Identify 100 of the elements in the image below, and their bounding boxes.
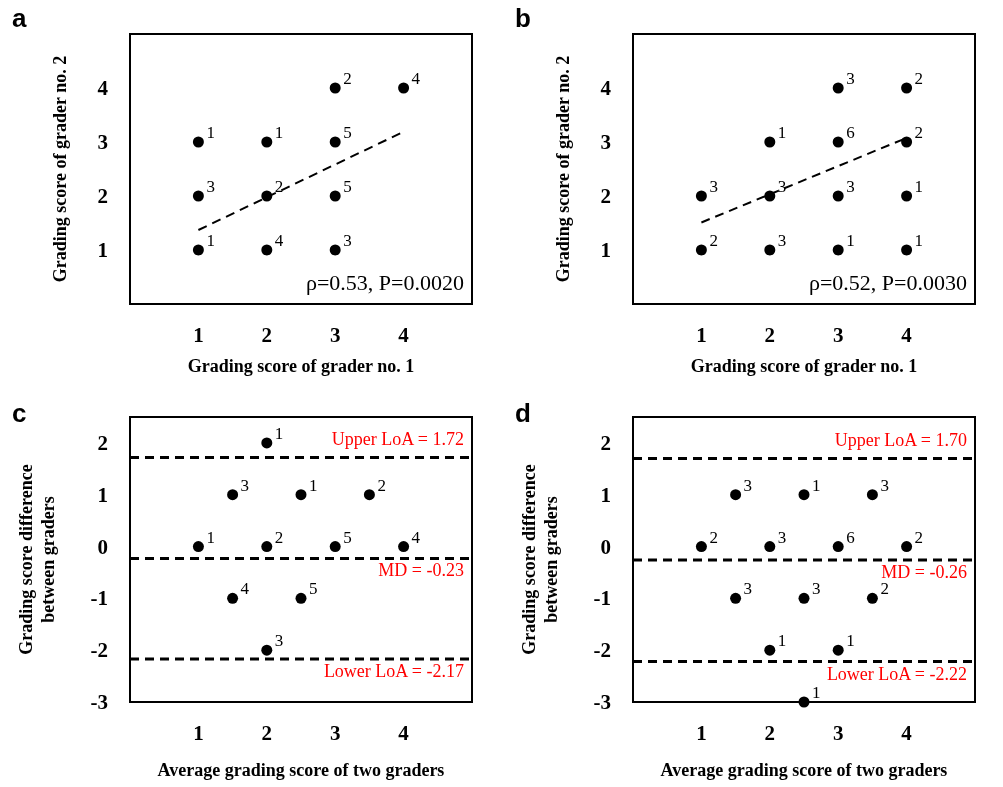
point: [329, 541, 341, 553]
point: [832, 244, 844, 256]
point: [798, 592, 810, 604]
y-tick-label: -3: [90, 690, 108, 714]
point: [695, 541, 707, 553]
annotation: 1: [309, 475, 318, 495]
x-tick-label: 3: [329, 721, 341, 745]
annotation: 2: [709, 527, 718, 547]
annotation: 2: [343, 69, 352, 88]
annotation: 3: [343, 231, 352, 250]
point: [901, 244, 913, 256]
annotation: 3: [240, 475, 250, 495]
x-tick-label: 2: [261, 323, 273, 347]
point: [798, 696, 810, 708]
y-tick-label: -1: [593, 586, 611, 611]
annotation: 3: [812, 579, 821, 599]
y-tick-label: 4: [97, 76, 109, 100]
annotation: 1: [777, 631, 787, 651]
annotation: 3: [777, 177, 787, 196]
annotation: 1: [812, 475, 821, 495]
annotation: ρ=0.53, P=0.0020: [305, 270, 464, 295]
x-tick-label: 2: [261, 721, 273, 745]
y-tick-label: 3: [97, 130, 108, 154]
annotation: 1: [914, 231, 924, 250]
point: [866, 489, 878, 501]
point: [832, 82, 844, 94]
point: [901, 541, 913, 553]
annotation: 1: [812, 683, 821, 702]
x-tick-label: 3: [329, 323, 341, 347]
y-axis-title: Grading score difference between graders: [16, 464, 58, 655]
point: [901, 136, 913, 148]
point: [227, 489, 239, 501]
y-tick-label: 1: [97, 482, 108, 507]
point: [261, 644, 273, 656]
annotation: 2: [914, 527, 924, 547]
x-tick-label: 4: [901, 721, 913, 745]
y-tick-label: 1: [600, 238, 611, 262]
ref-line-label: Upper LoA = 1.70: [834, 430, 967, 451]
annotation: 3: [709, 177, 718, 196]
y-tick-label: 0: [97, 534, 108, 559]
point: [398, 541, 410, 553]
annotation: 1: [206, 231, 215, 250]
y-axis-title: Grading score of grader no. 2: [553, 55, 573, 283]
point: [764, 541, 776, 553]
point: [192, 136, 204, 148]
x-axis-title: Average grading score of two graders: [660, 760, 948, 780]
annotation: 3: [743, 475, 753, 495]
annotation: 2: [709, 231, 718, 250]
x-tick-label: 1: [696, 323, 707, 347]
annotation: 1: [274, 123, 284, 142]
annotation: 1: [206, 527, 215, 547]
point: [695, 190, 707, 202]
x-tick-label: 3: [832, 323, 844, 347]
annotation: 2: [274, 527, 284, 547]
point: [832, 190, 844, 202]
y-tick-label: 0: [600, 534, 611, 559]
annotation: 3: [206, 177, 215, 196]
annotation: 1: [206, 123, 215, 142]
annotation: 2: [377, 475, 386, 495]
x-tick-label: 1: [193, 721, 204, 745]
ref-line-label: Lower LoA = -2.17: [323, 660, 464, 681]
annotation: 5: [343, 177, 352, 196]
point: [798, 489, 810, 501]
annotation: 4: [240, 579, 250, 599]
ref-line-label: Upper LoA = 1.72: [331, 429, 464, 450]
annotation: 6: [846, 527, 855, 547]
y-axis-title: Grading score of grader no. 2: [50, 55, 70, 283]
point: [764, 244, 776, 256]
x-axis-title: Average grading score of two graders: [157, 760, 445, 780]
point: [764, 644, 776, 656]
annotation: 2: [914, 69, 924, 88]
annotation: 4: [274, 231, 284, 250]
y-tick-label: -1: [90, 586, 108, 611]
chart-title: b: [515, 3, 531, 33]
annotation: 1: [274, 423, 284, 443]
x-tick-label: 4: [398, 323, 410, 347]
point: [192, 190, 204, 202]
point: [227, 592, 239, 604]
annotation: 3: [846, 69, 855, 88]
y-tick-label: -3: [593, 690, 611, 714]
point: [901, 82, 913, 94]
chart-title: c: [12, 398, 27, 428]
annotation: 5: [343, 123, 352, 142]
point: [261, 136, 273, 148]
point: [329, 244, 341, 256]
y-tick-label: 1: [600, 482, 611, 507]
x-tick-label: 1: [696, 721, 707, 745]
x-tick-label: 2: [764, 323, 776, 347]
annotation: ρ=0.52, P=0.0030: [808, 270, 967, 295]
point: [832, 644, 844, 656]
x-tick-label: 2: [764, 721, 776, 745]
annotation: 2: [274, 177, 284, 196]
annotation: 5: [343, 527, 352, 547]
point: [261, 541, 273, 553]
chart-title: d: [515, 398, 531, 428]
x-axis-title: Grading score of grader no. 1: [187, 356, 415, 376]
point: [329, 82, 341, 94]
annotation: 5: [309, 579, 318, 599]
annotation: 1: [777, 123, 787, 142]
ref-line-label: Lower LoA = -2.22: [826, 663, 967, 684]
